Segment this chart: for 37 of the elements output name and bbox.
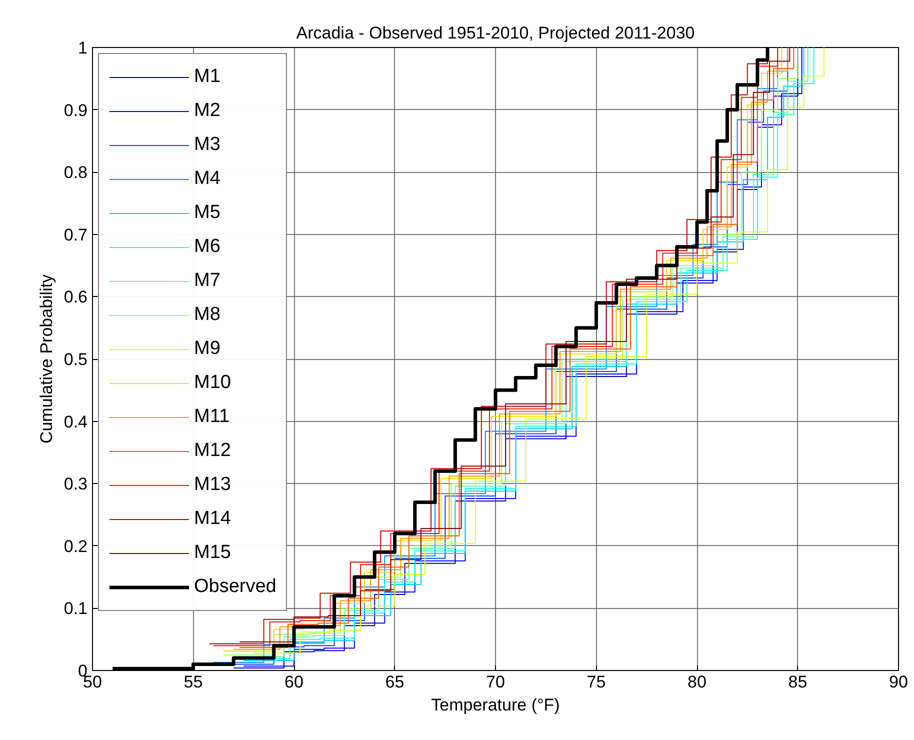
legend-label: M15: [194, 541, 231, 565]
legend-label: M2: [194, 99, 220, 123]
x-tick-label: 70: [486, 672, 505, 692]
x-axis-title: Temperature (°F): [431, 696, 560, 714]
legend-label: M7: [194, 269, 220, 293]
x-tick-label: 85: [788, 672, 808, 692]
legend-label: M1: [194, 65, 220, 89]
legend-label: M9: [194, 337, 220, 361]
x-tick-label: 75: [586, 672, 606, 692]
x-tick-label: 55: [184, 672, 203, 692]
y-tick-label: 0.7: [64, 225, 88, 244]
y-tick-label: 1: [78, 38, 88, 58]
y-tick-label: 0.9: [64, 100, 88, 120]
y-tick-label: 0.4: [64, 412, 88, 432]
legend-label: M12: [194, 439, 231, 463]
legend-label: M11: [194, 405, 230, 429]
y-tick-label: 0.6: [64, 288, 88, 307]
y-tick-label: 0.5: [64, 350, 88, 369]
y-axis-title: Cumulative Probability: [36, 274, 56, 444]
legend-label: M13: [194, 473, 231, 497]
y-tick-label: 0.8: [64, 163, 88, 182]
legend-label: M8: [194, 303, 220, 327]
y-tick-label: 0.3: [64, 474, 88, 494]
legend-label: M4: [194, 167, 220, 191]
legend-label: M5: [194, 201, 220, 225]
chart-title: Arcadia - Observed 1951-2010, Projected 2011-2030: [296, 24, 695, 42]
legend-label: M10: [194, 371, 231, 395]
legend-label: M14: [194, 507, 231, 531]
legend-label: M6: [194, 235, 220, 259]
x-tick-label: 80: [688, 672, 706, 692]
legend-label: Observed: [194, 575, 276, 599]
x-tick-label: 65: [385, 672, 404, 692]
legend-label: M3: [194, 133, 220, 157]
x-tick-label: 60: [284, 672, 304, 692]
y-tick-label: 0.1: [64, 599, 88, 618]
y-tick-label: 0.2: [64, 536, 88, 556]
x-tick-label: 90: [889, 672, 908, 692]
